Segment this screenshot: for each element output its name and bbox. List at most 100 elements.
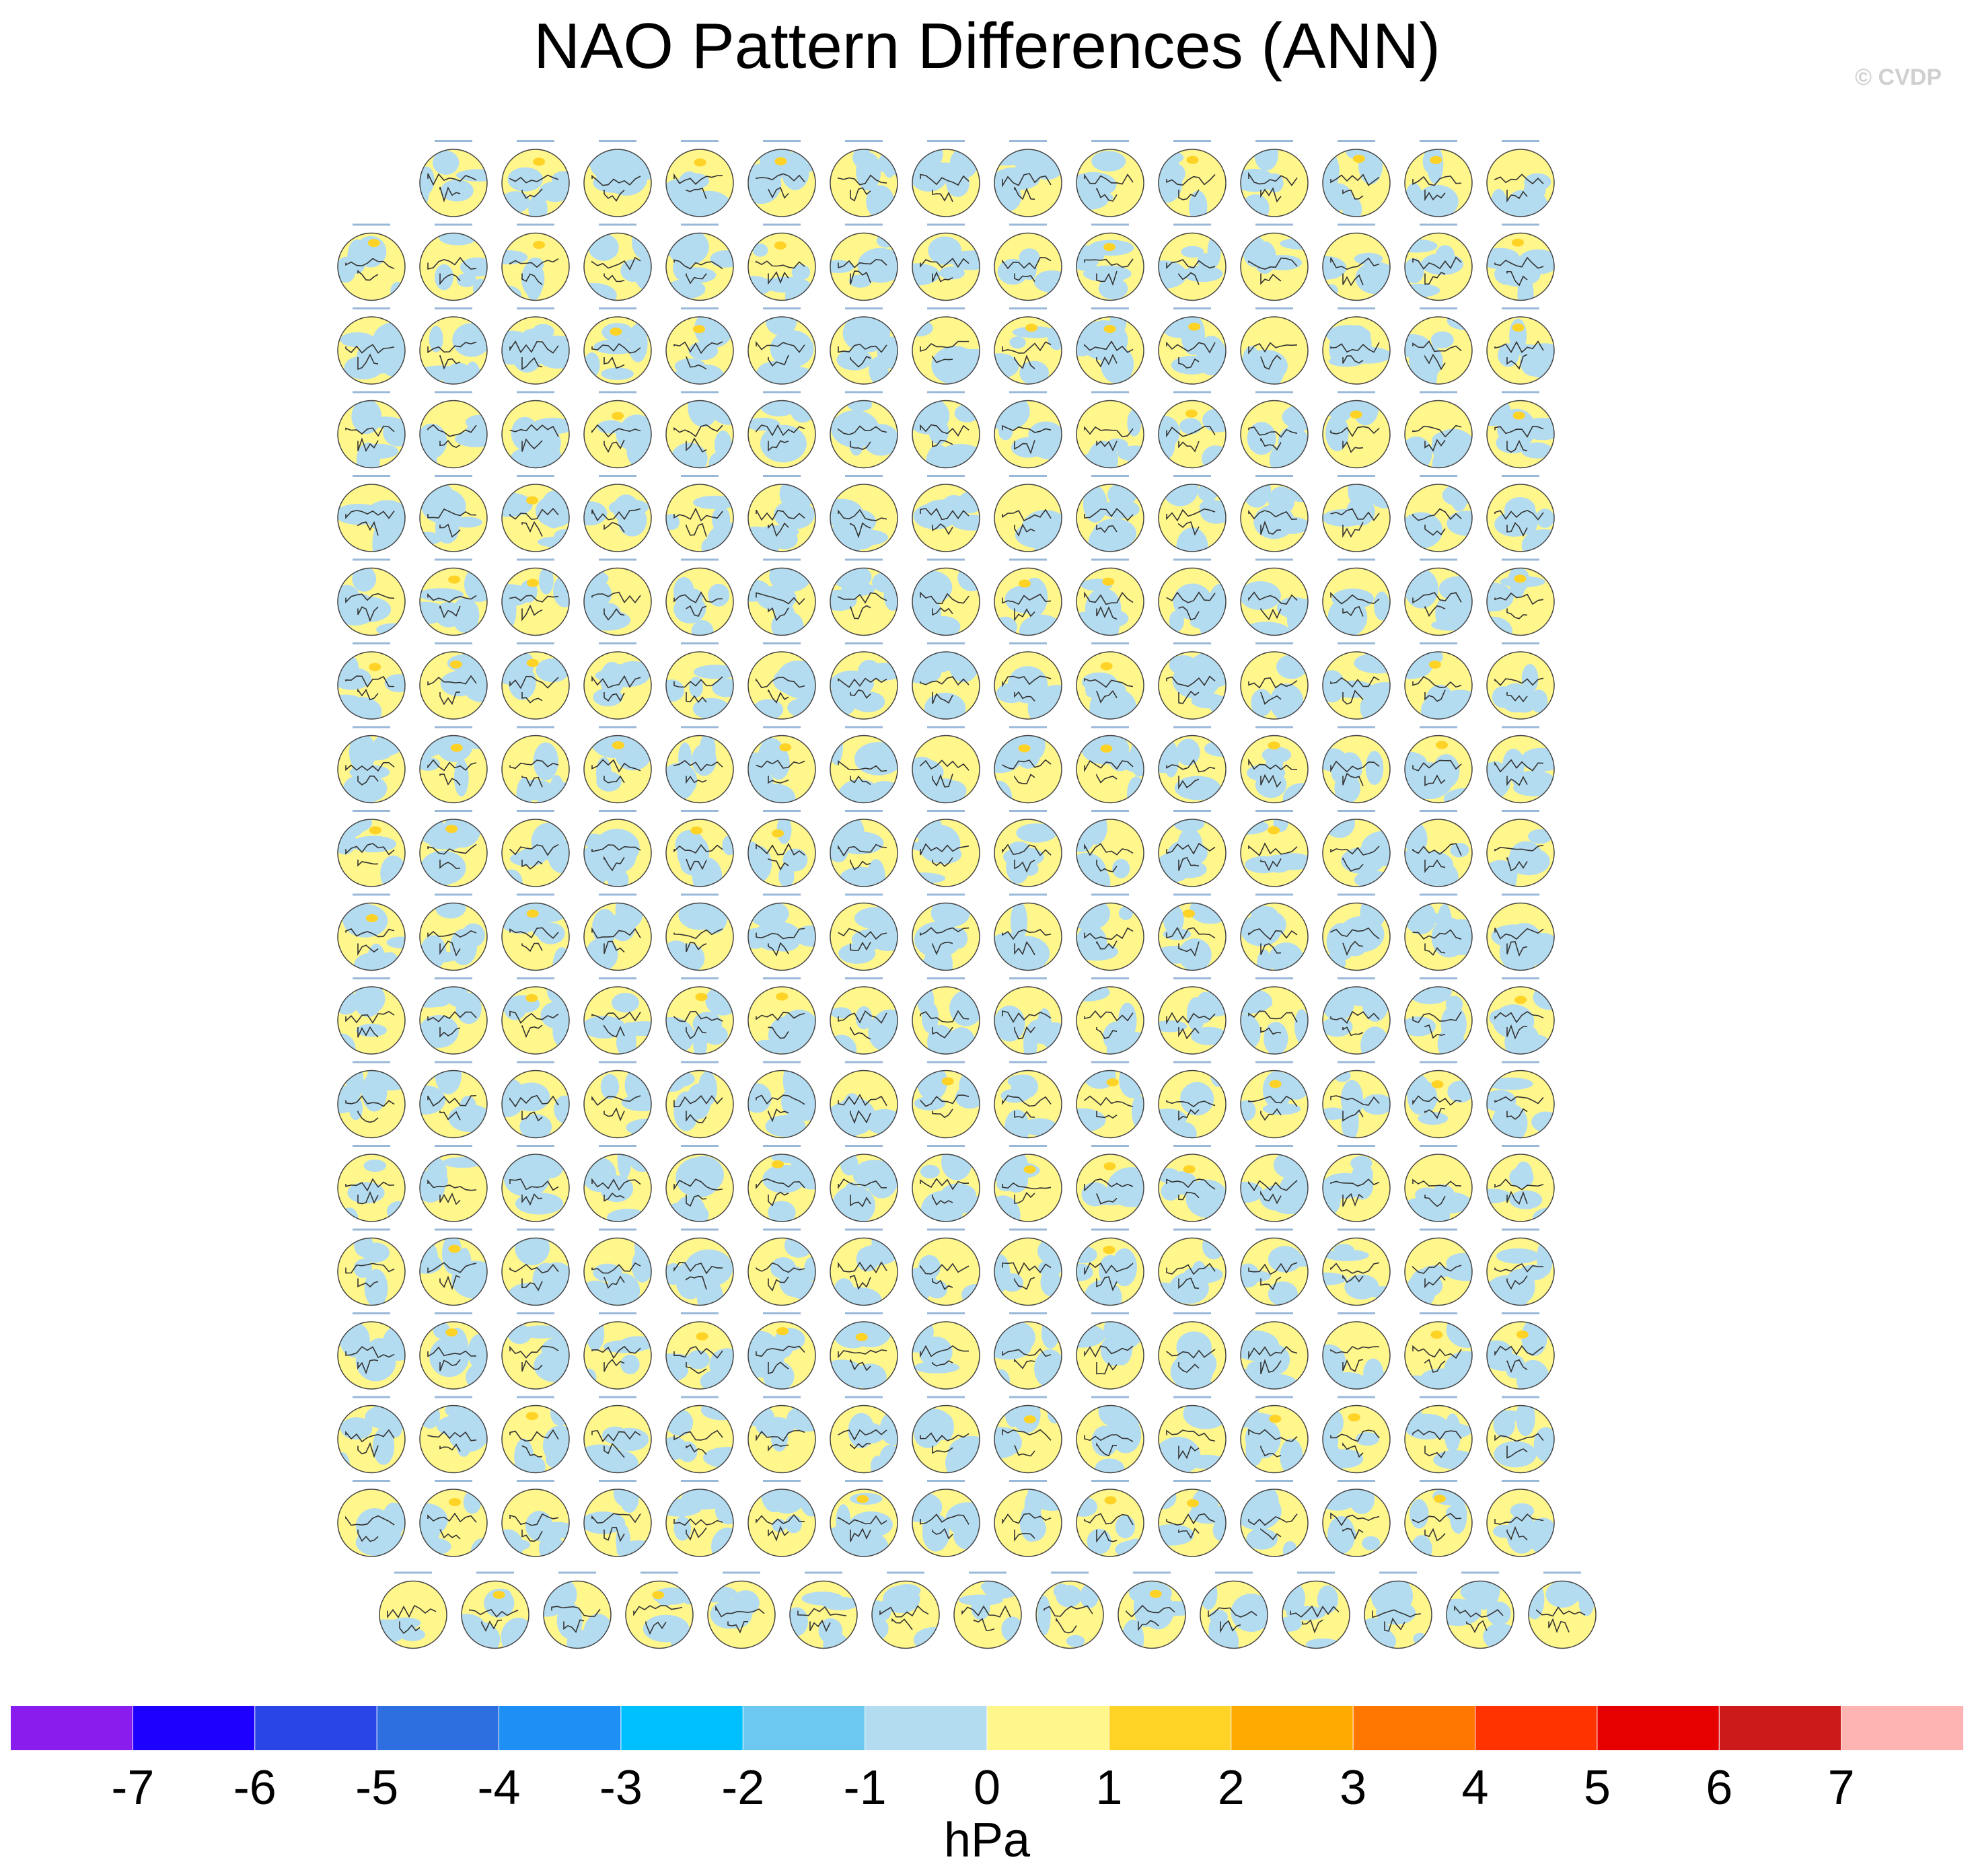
panel-caption [1173, 391, 1211, 393]
negative-anomaly-area [1494, 924, 1538, 938]
panel-caption [353, 977, 390, 979]
negative-anomaly-area [634, 1238, 651, 1265]
negative-anomaly-area [1241, 172, 1263, 190]
panel-caption [353, 307, 390, 309]
negative-anomaly-area [1253, 241, 1277, 274]
negative-anomaly-area [959, 1073, 978, 1098]
panel-caption [394, 1571, 432, 1574]
negative-anomaly-area [502, 250, 528, 265]
panel-caption [681, 642, 719, 644]
map-panel [707, 1571, 776, 1649]
panel-border [1404, 1070, 1473, 1139]
negative-anomaly-area [1159, 1489, 1177, 1509]
panel-border [665, 567, 734, 636]
negative-anomaly-area [914, 1420, 942, 1448]
coastline [838, 509, 887, 539]
coastline [1412, 1345, 1462, 1373]
panel-border [501, 902, 570, 971]
negative-anomaly-area [420, 166, 435, 194]
negative-anomaly-area [912, 263, 941, 286]
strong-anomaly-area [1435, 741, 1448, 749]
panel-caption [435, 223, 472, 226]
negative-anomaly-area [1294, 1009, 1308, 1044]
negative-anomaly-area [1022, 1515, 1046, 1542]
map-panel [501, 1061, 570, 1139]
chart-title: NAO Pattern Differences (ANN) [534, 10, 1440, 82]
panel-caption [1173, 810, 1211, 812]
panel-caption [353, 810, 390, 812]
negative-anomaly-area [1516, 1359, 1550, 1389]
negative-anomaly-area [1016, 823, 1057, 843]
negative-anomaly-area [772, 1518, 787, 1532]
negative-anomaly-area [770, 330, 814, 368]
negative-anomaly-area [1076, 942, 1118, 961]
map-panel [1322, 810, 1391, 887]
negative-anomaly-area [544, 1593, 564, 1617]
panel-border [501, 651, 570, 720]
map-panel [419, 1145, 488, 1222]
strong-anomaly-area [776, 992, 789, 1001]
coastline [1084, 1178, 1134, 1205]
panel-caption [723, 1571, 760, 1574]
negative-anomaly-area [346, 597, 392, 622]
coastline [1494, 928, 1544, 957]
negative-anomaly-area [1241, 194, 1270, 217]
negative-anomaly-area [1142, 1591, 1174, 1630]
negative-anomaly-area [338, 1033, 356, 1054]
negative-anomaly-area [1487, 583, 1514, 612]
negative-anomaly-area [1109, 747, 1132, 772]
negative-anomaly-area [994, 1254, 1011, 1293]
panel-border [337, 735, 406, 804]
coastline [1248, 928, 1298, 955]
map-panel [830, 1061, 898, 1139]
strong-anomaly-area [1430, 155, 1442, 164]
strong-anomaly-area [367, 239, 380, 248]
coastline [1208, 1607, 1257, 1634]
negative-anomaly-area [1243, 349, 1288, 383]
negative-anomaly-area [1317, 1585, 1338, 1614]
negative-anomaly-area [1483, 1623, 1514, 1649]
panel-border [830, 316, 898, 385]
panel-caption [558, 1571, 596, 1574]
negative-anomaly-area [768, 929, 801, 952]
panel-border [1404, 1154, 1473, 1222]
strong-anomaly-area [533, 157, 546, 166]
panel-caption [1091, 140, 1129, 142]
panel-border [337, 1321, 406, 1390]
panel-border [583, 1489, 652, 1557]
panel-caption [1502, 1312, 1539, 1314]
coastline [1412, 1429, 1462, 1459]
map-panel [583, 391, 652, 469]
map-panel [994, 1061, 1062, 1139]
negative-anomaly-area [1183, 1405, 1226, 1429]
map-panel [994, 977, 1062, 1055]
coastline [1330, 1010, 1380, 1037]
map-panel [830, 893, 898, 971]
panel-caption [1091, 1396, 1129, 1398]
panel-border [830, 986, 898, 1055]
negative-anomaly-area [1525, 1526, 1554, 1549]
strong-anomaly-area [690, 826, 703, 835]
panel-border [583, 1070, 652, 1139]
map-panel [1486, 1228, 1555, 1306]
negative-anomaly-area [1331, 1526, 1356, 1542]
panel-border [501, 316, 570, 385]
negative-anomaly-area [705, 987, 733, 1016]
map-panel [1076, 223, 1144, 301]
negative-anomaly-area [1091, 151, 1126, 172]
negative-anomaly-area [1254, 149, 1278, 171]
negative-anomaly-area [1189, 190, 1208, 217]
negative-anomaly-area [1504, 1269, 1535, 1304]
map-panel [747, 307, 816, 385]
panel-border [419, 484, 488, 552]
coastline [673, 759, 723, 784]
panel-border [501, 232, 570, 301]
panel-caption [1420, 558, 1457, 561]
negative-anomaly-area [458, 1248, 472, 1283]
panel-border [830, 1154, 898, 1222]
negative-anomaly-area [793, 1160, 815, 1190]
map-panel [830, 1480, 898, 1557]
map-panel [994, 140, 1062, 217]
negative-anomaly-area [710, 250, 733, 268]
panel-caption [763, 1061, 801, 1063]
